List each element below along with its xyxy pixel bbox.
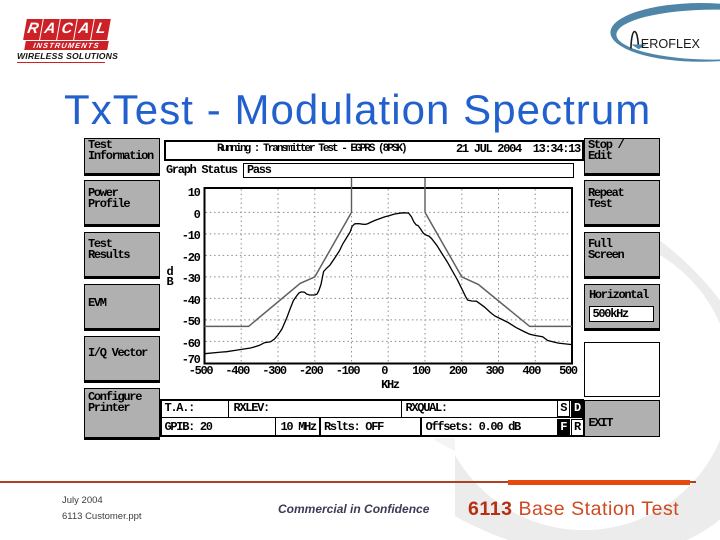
svg-text:EROFLEX: EROFLEX: [641, 37, 701, 51]
